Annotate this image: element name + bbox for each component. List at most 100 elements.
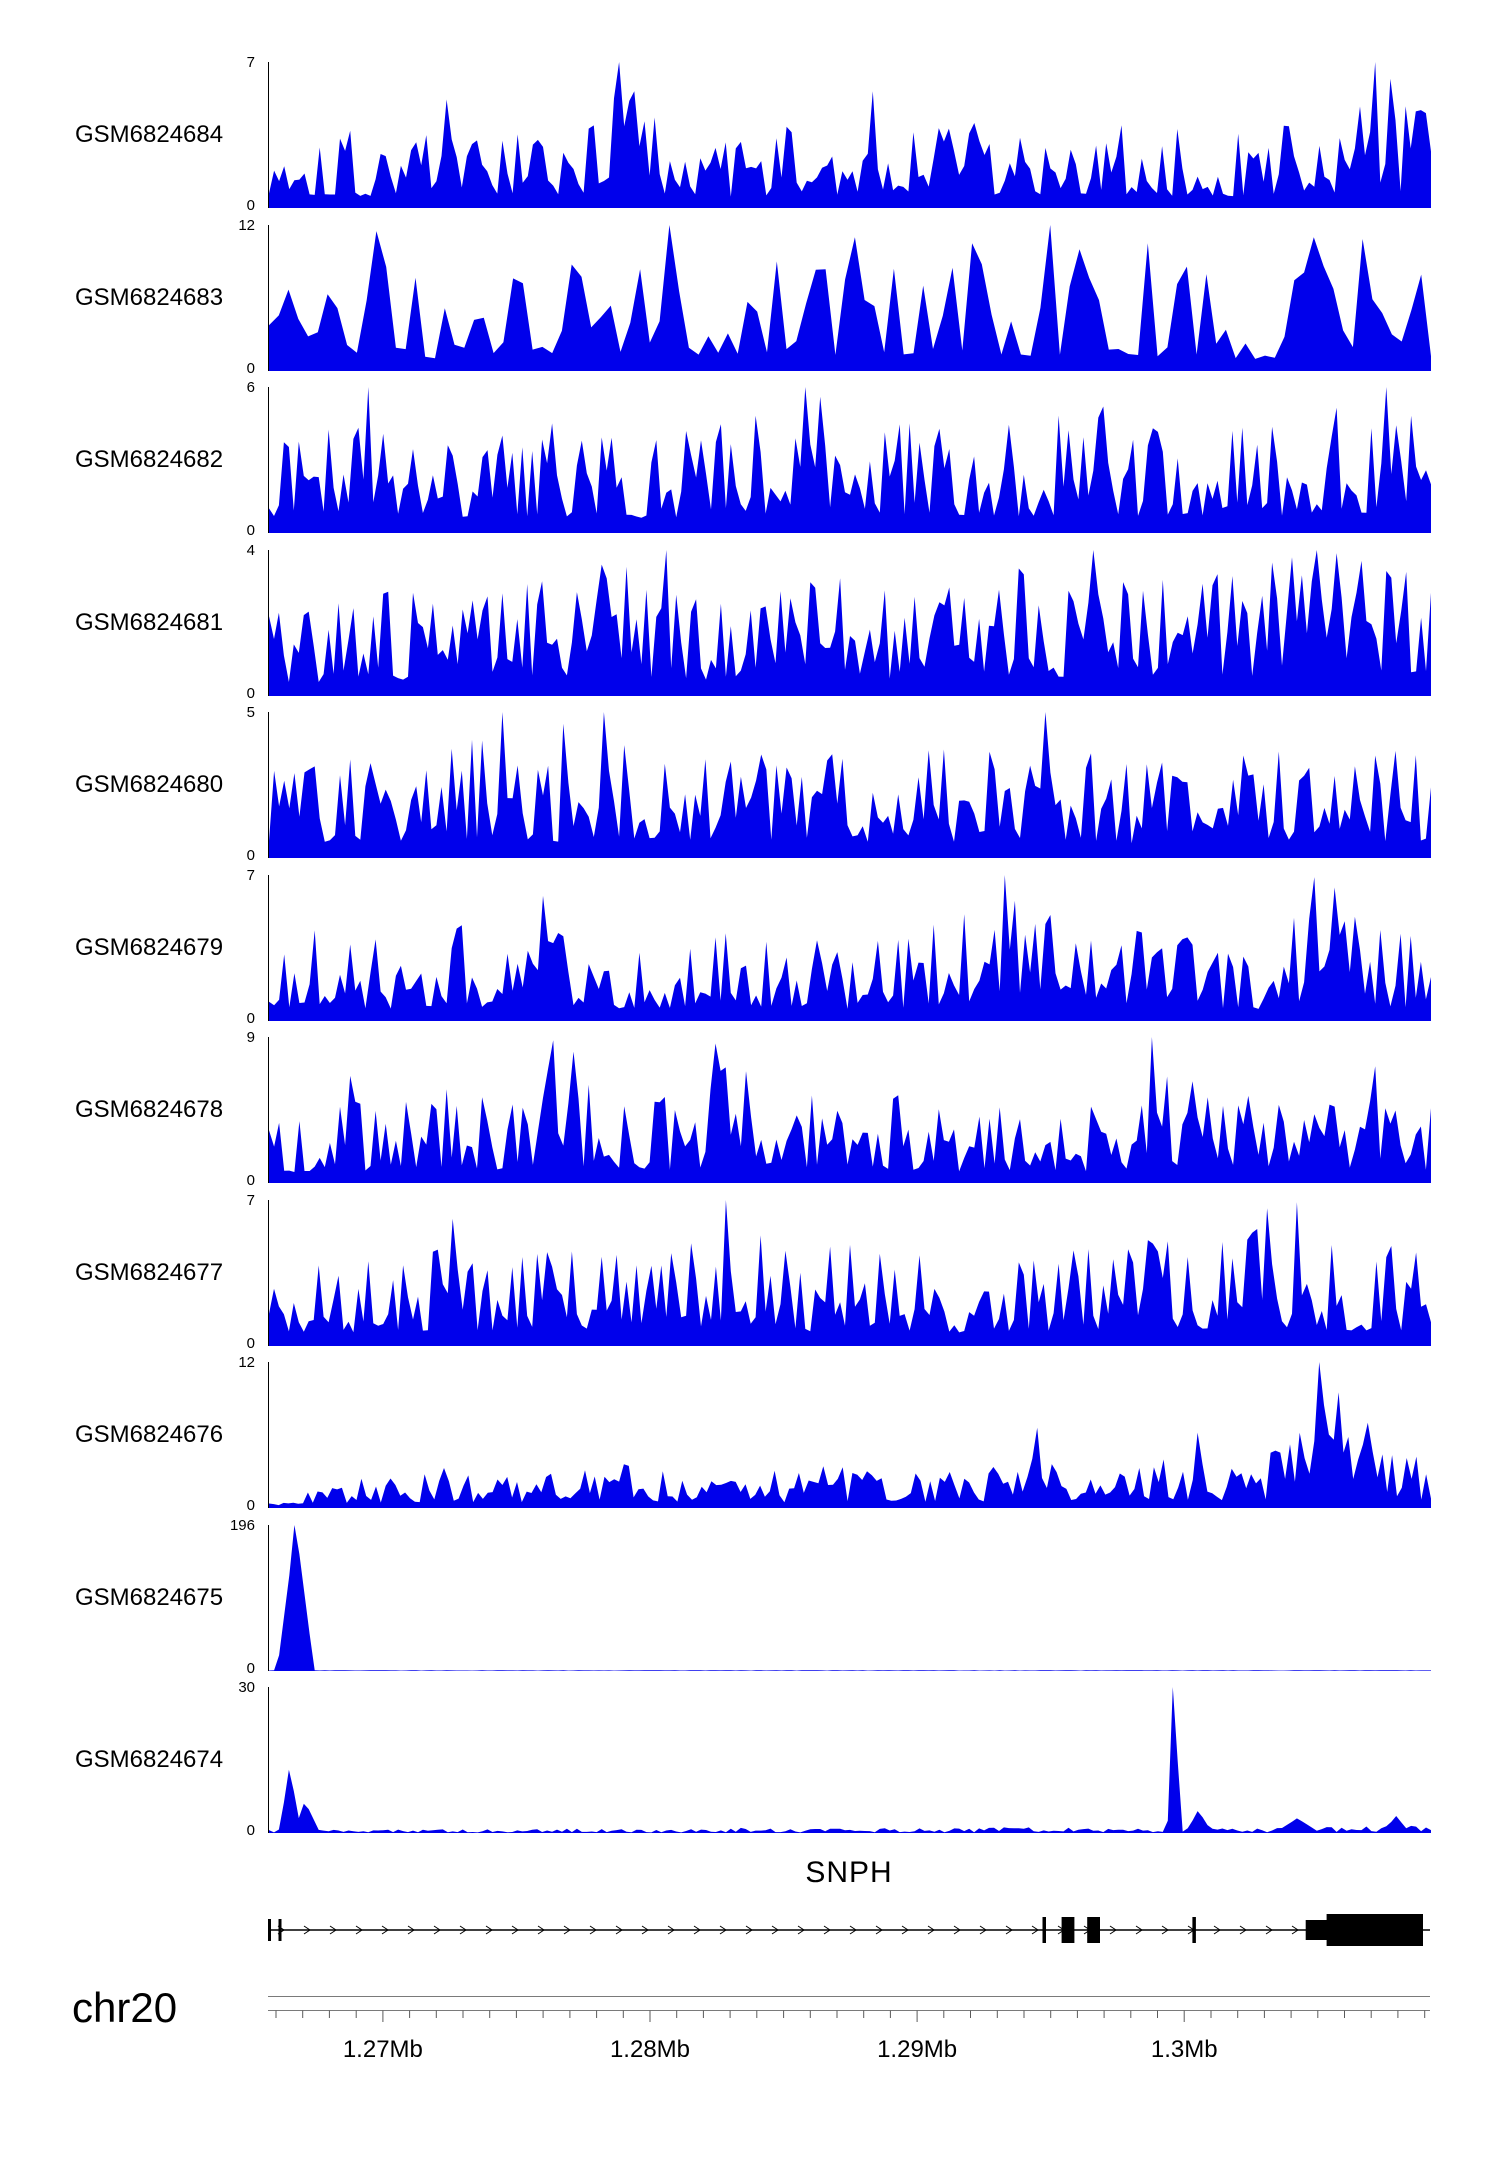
track-ymax-label: 4 (246, 541, 255, 559)
track-ymax-label: 6 (246, 379, 255, 396)
track-label: GSM6824682 (75, 446, 224, 473)
exon-box (1061, 1917, 1075, 1943)
axis-tick-label: 1.29Mb (877, 2036, 958, 2063)
axis-tick-label: 1.3Mb (1150, 2036, 1218, 2063)
track-row: GSM6824675 196 0 (0, 1517, 1500, 1677)
track-ymax-label: 7 (246, 866, 255, 884)
coverage-area-svg (269, 224, 1431, 371)
track-label: GSM6824683 (75, 283, 224, 311)
exon-thin-mark (1042, 1917, 1046, 1943)
intron-arrow-icon (381, 1925, 389, 1935)
coverage-area-svg (269, 387, 1431, 533)
track-plot (268, 549, 1431, 696)
track-ymin-label: 0 (246, 1334, 255, 1352)
track-plot (268, 1524, 1431, 1671)
track-ymax-label: 7 (246, 54, 255, 71)
intron-arrow-icon (979, 1925, 987, 1935)
track-row: GSM6824683 12 0 (0, 217, 1500, 377)
intron-arrow-icon (329, 1925, 337, 1935)
intron-arrow-icon (407, 1925, 415, 1935)
track-plot (268, 1037, 1431, 1183)
intron-arrow-icon (433, 1925, 441, 1935)
track-plot (268, 1687, 1431, 1833)
track-ymin-label: 0 (246, 1659, 255, 1677)
intron-arrow-icon (1265, 1925, 1273, 1935)
track-ymax-label: 196 (229, 1516, 255, 1534)
axis-tick-labels: 1.27Mb 1.28Mb 1.29Mb 1.3Mb (0, 2036, 1500, 2066)
intron-arrow-icon (1031, 1925, 1039, 1935)
intron-arrow-icon (1239, 1925, 1247, 1935)
intron-arrow-icon (511, 1925, 519, 1935)
track-ymax-label: 7 (246, 1191, 255, 1209)
intron-arrow-icon (459, 1925, 467, 1935)
intron-arrow-icon (1135, 1925, 1143, 1935)
exon-box (1087, 1917, 1100, 1943)
track-plot (268, 874, 1431, 1021)
track-row: GSM6824682 6 0 (0, 379, 1500, 539)
intron-arrow-icon (927, 1925, 935, 1935)
track-ymin-label: 0 (246, 1822, 255, 1839)
track-ymin-label: 0 (246, 684, 255, 702)
intron-arrow-icon (875, 1925, 883, 1935)
intron-arrow-icon (849, 1925, 857, 1935)
intron-arrow-icon (823, 1925, 831, 1935)
track-label: GSM6824678 (75, 1096, 224, 1123)
coverage-area-svg (269, 1037, 1431, 1183)
track-ymax-label: 12 (238, 216, 255, 234)
intron-arrow-icon (1005, 1925, 1013, 1935)
track-label: GSM6824675 (75, 1583, 224, 1611)
track-ymin-label: 0 (246, 1172, 255, 1189)
gene-name-label: SNPH (805, 1856, 893, 1889)
intron-arrow-icon (303, 1925, 311, 1935)
intron-arrow-icon (641, 1925, 649, 1935)
gene-model-track (268, 1914, 1430, 1946)
intron-arrow-icon (797, 1925, 805, 1935)
track-ymin-label: 0 (246, 847, 255, 864)
intron-arrow-icon (771, 1925, 779, 1935)
gene-start-bar (268, 1919, 271, 1941)
intron-arrow-icon (1291, 1925, 1299, 1935)
track-plot (268, 387, 1431, 533)
track-row: GSM6824684 7 0 (0, 54, 1500, 214)
track-plot (268, 62, 1431, 208)
track-plot (268, 1362, 1431, 1508)
track-plot (268, 224, 1431, 371)
intron-arrow-icon (615, 1925, 623, 1935)
track-row: GSM6824679 7 0 (0, 867, 1500, 1027)
track-row: GSM6824674 30 0 (0, 1679, 1500, 1839)
track-ymin-label: 0 (246, 1009, 255, 1027)
coverage-area-svg (269, 62, 1431, 208)
intron-arrow-icon (355, 1925, 363, 1935)
coverage-area-svg (269, 1524, 1431, 1671)
track-label: GSM6824674 (75, 1746, 224, 1773)
exon-box (1326, 1914, 1423, 1946)
intron-arrow-icon (901, 1925, 909, 1935)
track-label: GSM6824680 (75, 771, 224, 798)
track-ymax-label: 12 (238, 1354, 255, 1371)
track-ymax-label: 30 (238, 1679, 255, 1696)
track-plot (268, 1199, 1431, 1346)
track-ymax-label: 5 (246, 704, 255, 721)
intron-arrow-icon (667, 1925, 675, 1935)
intron-arrow-icon (1161, 1925, 1169, 1935)
intron-arrow-icon (537, 1925, 545, 1935)
track-label: GSM6824679 (75, 933, 224, 961)
track-ymin-label: 0 (246, 522, 255, 539)
intron-arrow-icon (693, 1925, 701, 1935)
genome-axis-ruler (268, 1996, 1430, 2022)
intron-arrow-icon (1213, 1925, 1221, 1935)
track-ymin-label: 0 (246, 359, 255, 377)
track-label: GSM6824681 (75, 608, 224, 636)
track-row: GSM6824676 12 0 (0, 1354, 1500, 1514)
track-row: GSM6824678 9 0 (0, 1029, 1500, 1189)
chromosome-label: chr20 (72, 1984, 178, 2031)
axis-tick-label: 1.28Mb (609, 2036, 691, 2063)
intron-arrow-icon (745, 1925, 753, 1935)
coverage-area-svg (269, 549, 1431, 696)
intron-arrow-icon (1109, 1925, 1117, 1935)
intron-arrow-icon (719, 1925, 727, 1935)
track-plot (268, 712, 1431, 858)
coverage-area-svg (269, 1362, 1431, 1508)
coverage-area-svg (269, 1199, 1431, 1346)
